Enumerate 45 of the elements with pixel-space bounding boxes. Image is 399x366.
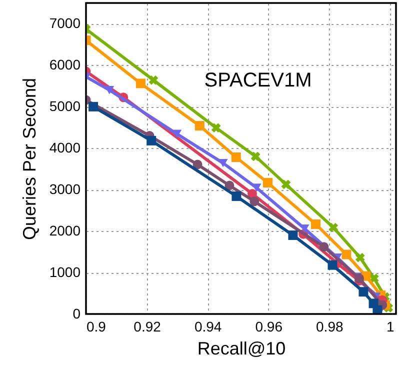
y-tick-label: 1000: [49, 264, 81, 280]
point: [250, 196, 260, 206]
x-tick-label: 0.92: [134, 318, 162, 334]
x-tick-label: 0.98: [316, 318, 344, 334]
point: [355, 252, 365, 262]
point: [146, 136, 156, 146]
point: [224, 180, 234, 190]
y-tick-label: 0: [72, 306, 81, 322]
point: [194, 121, 204, 130]
text: SPACEV1M: [204, 69, 312, 92]
point: [354, 274, 364, 284]
x-axis-title: Recall@10: [197, 338, 286, 358]
point: [311, 219, 321, 229]
y-tick-label: 4000: [49, 140, 81, 156]
point: [328, 222, 338, 232]
point: [281, 180, 291, 190]
point: [136, 78, 146, 88]
y-tick-label: 7000: [49, 15, 81, 32]
x-tick-label: 0.9: [86, 318, 106, 334]
x-tick-label: 0.96: [255, 318, 283, 334]
point: [358, 287, 368, 297]
point: [232, 191, 242, 201]
point: [104, 86, 114, 94]
point: [231, 152, 241, 162]
point: [218, 158, 228, 168]
point: [342, 250, 352, 260]
x-tick-label: 0.94: [194, 318, 222, 334]
y-tick-label: 5000: [49, 98, 81, 114]
point: [88, 102, 98, 112]
y-tick-label: 2000: [49, 222, 81, 239]
point: [211, 123, 221, 133]
y-tick-label: 3000: [49, 181, 81, 198]
point: [372, 305, 382, 314]
y-axis-title: Queries Per Second: [19, 78, 40, 240]
point: [263, 178, 272, 188]
point: [328, 260, 338, 270]
point: [252, 184, 262, 192]
point: [192, 160, 202, 170]
point: [250, 152, 260, 162]
point: [288, 230, 298, 240]
point: [319, 242, 329, 252]
x-tick-label: 1: [386, 318, 395, 334]
point: [172, 130, 182, 138]
y-tick-label: 6000: [49, 56, 81, 73]
point: [148, 75, 158, 85]
